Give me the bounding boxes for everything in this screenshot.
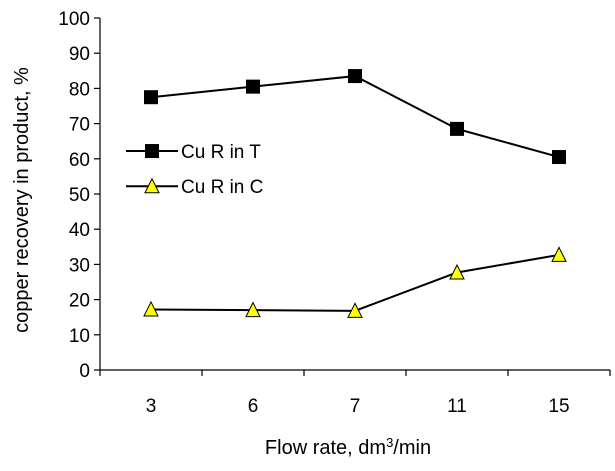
y-axis-title: copper recovery in product, % <box>11 67 33 333</box>
y-tick-label: 10 <box>69 326 90 347</box>
data-point-series-1 <box>144 90 158 105</box>
x-tick-label: 6 <box>248 396 259 417</box>
x-tick-label: 15 <box>548 396 569 417</box>
legend-label: Cu R in C <box>181 177 263 198</box>
x-axis-title-tail: /min <box>393 437 431 459</box>
y-tick-label: 50 <box>69 185 90 206</box>
x-tick-label: 7 <box>350 396 361 417</box>
data-point-series-1 <box>450 121 464 136</box>
y-tick-label: 30 <box>69 255 90 276</box>
x-axis-title: Flow rate, dm3/min <box>265 435 431 460</box>
x-axis-title-base: Flow rate, dm <box>265 437 386 459</box>
legend-marker <box>144 177 160 194</box>
y-tick-label: 0 <box>79 361 90 382</box>
y-axis-ticks: 0 10 20 30 40 50 60 70 80 90 100 <box>58 9 100 382</box>
y-tick-label: 60 <box>69 150 90 171</box>
x-axis-title-superscript: 3 <box>386 435 393 450</box>
data-point-series-2 <box>551 246 567 262</box>
y-tick-label: 70 <box>69 115 90 136</box>
x-axis-ticks: 3 6 7 11 15 <box>99 370 611 417</box>
data-point-series-2 <box>143 300 159 317</box>
data-point-series-2 <box>245 301 261 318</box>
legend-label: Cu R in T <box>181 142 261 163</box>
legend-marker <box>145 144 159 159</box>
x-tick-label: 11 <box>447 396 467 417</box>
y-tick-label: 90 <box>69 44 90 65</box>
data-point-series-1 <box>348 69 362 84</box>
data-point-series-2 <box>347 302 363 318</box>
y-tick-label: 20 <box>69 291 90 312</box>
series-markers <box>143 69 567 318</box>
y-tick-label: 40 <box>69 220 90 241</box>
data-point-series-1 <box>246 79 260 94</box>
x-tick-label: 3 <box>146 396 157 417</box>
legend: Cu R in T Cu R in C <box>126 142 263 198</box>
y-tick-label: 80 <box>69 79 90 100</box>
data-point-series-2 <box>449 263 465 280</box>
y-tick-label: 100 <box>58 9 90 30</box>
data-point-series-1 <box>552 150 566 165</box>
